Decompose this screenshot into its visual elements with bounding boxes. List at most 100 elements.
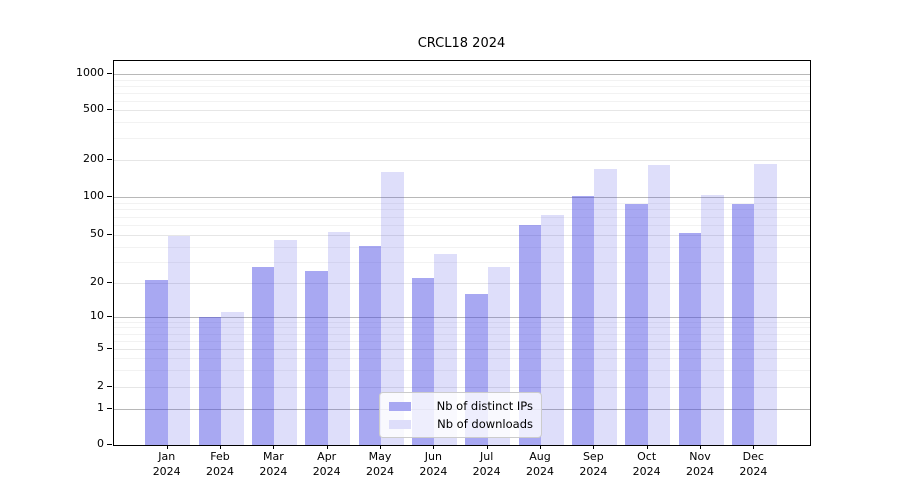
x-tick-label-may: May 2024: [366, 450, 395, 478]
bar-downloads-feb: [221, 312, 244, 445]
bar-downloads-mar: [274, 239, 297, 445]
gridline-minor-60: [114, 225, 810, 227]
x-tick-label-jan: Jan 2024: [152, 450, 181, 478]
legend-swatch-distinct-ips: [389, 401, 411, 411]
bar-distinct-ips-feb: [198, 317, 222, 445]
gridline-minor-90: [114, 202, 810, 204]
gridline-1000: [114, 74, 810, 76]
gridline-minor-30: [114, 261, 810, 263]
bar-downloads-apr: [327, 232, 351, 445]
x-tick-mark-dec: [753, 445, 755, 449]
bar-downloads-nov: [701, 194, 724, 445]
y-tick-label-20: 20: [90, 274, 104, 288]
y-tick-mark-1000: [107, 73, 112, 75]
gridline-100: [114, 196, 810, 198]
bar-downloads-aug: [541, 215, 564, 445]
y-tick-mark-200: [107, 159, 112, 160]
y-tick-mark-20: [107, 281, 112, 283]
gridline-5: [114, 349, 810, 351]
x-tick-label-nov: Nov 2024: [686, 450, 714, 478]
x-tick-label-aug: Aug 2024: [526, 450, 554, 478]
y-tick-mark-0: [107, 444, 112, 445]
bar-distinct-ips-apr: [305, 271, 328, 445]
y-tick-mark-5: [107, 348, 112, 350]
x-tick-label-apr: Apr 2024: [312, 450, 341, 478]
x-tick-label-sep: Sep 2024: [579, 450, 608, 478]
gridline-minor-800: [114, 85, 810, 87]
chart-title: CRCL18 2024: [417, 36, 506, 51]
y-tick-label-5: 5: [97, 341, 104, 355]
x-tick-mark-aug: [540, 445, 541, 449]
bar-downloads-jan: [167, 236, 191, 445]
bar-downloads-oct: [647, 164, 671, 445]
gridline-500: [114, 110, 810, 112]
legend-swatch-downloads: [389, 419, 411, 429]
x-tick-mark-jul: [486, 445, 488, 449]
gridline-minor-7: [114, 333, 810, 335]
y-tick-mark-100: [107, 195, 112, 197]
gridline-20: [114, 282, 810, 284]
x-tick-label-oct: Oct 2024: [632, 450, 661, 478]
legend-item-downloads: Nb of downloads: [389, 416, 533, 432]
y-tick-label-2: 2: [97, 379, 104, 392]
plot-area: [113, 60, 811, 446]
x-tick-label-mar: Mar 2024: [259, 450, 288, 478]
gridline-minor-6: [114, 340, 810, 342]
x-tick-mark-apr: [326, 445, 328, 449]
legend-item-distinct-ips: Nb of distinct IPs: [389, 398, 533, 414]
x-tick-mark-feb: [220, 445, 222, 449]
gridline-10: [114, 317, 810, 318]
x-tick-label-jun: Jun 2024: [419, 450, 448, 478]
bar-distinct-ips-may: [358, 245, 382, 445]
x-tick-label-dec: Dec 2024: [739, 450, 768, 478]
y-tick-mark-2: [107, 386, 112, 387]
bar-downloads-sep: [594, 168, 617, 445]
gridline-minor-700: [114, 92, 810, 94]
y-tick-label-0: 0: [97, 437, 104, 450]
gridline-200: [114, 160, 810, 161]
x-tick-label-feb: Feb 2024: [206, 450, 235, 478]
gridline-minor-8: [114, 327, 810, 329]
gridline-minor-3: [114, 370, 810, 372]
bar-distinct-ips-nov: [678, 233, 701, 445]
y-tick-label-1000: 1000: [76, 66, 104, 80]
bar-downloads-dec: [754, 163, 777, 445]
legend: Nb of distinct IPs Nb of downloads: [379, 392, 542, 438]
legend-label: Nb of distinct IPs: [436, 399, 533, 413]
bar-downloads-may: [381, 171, 404, 445]
legend-label: Nb of downloads: [437, 417, 533, 431]
bar-distinct-ips-jan: [145, 280, 168, 445]
gridline-2: [114, 387, 810, 388]
x-tick-mark-jan: [166, 445, 168, 449]
gridline-minor-9: [114, 321, 810, 323]
gridline-minor-40: [114, 246, 810, 248]
gridline-50: [114, 235, 810, 237]
y-tick-mark-50: [107, 234, 112, 236]
y-tick-label-200: 200: [83, 152, 104, 165]
gridline-minor-600: [114, 100, 810, 102]
gridline-minor-900: [114, 79, 810, 81]
y-tick-label-10: 10: [90, 309, 104, 322]
bar-distinct-ips-oct: [625, 203, 648, 445]
bar-distinct-ips-dec: [731, 203, 755, 445]
y-tick-label-500: 500: [83, 102, 104, 116]
gridline-minor-80: [114, 209, 810, 211]
x-tick-mark-nov: [700, 445, 701, 449]
x-tick-label-jul: Jul 2024: [472, 450, 501, 478]
bar-distinct-ips-sep: [571, 195, 595, 445]
gridline-minor-300: [114, 138, 810, 139]
gridline-minor-70: [114, 216, 810, 218]
y-tick-label-1: 1: [97, 401, 104, 415]
y-tick-mark-500: [107, 109, 112, 111]
gridline-minor-4: [114, 358, 810, 360]
bar-distinct-ips-aug: [518, 225, 541, 445]
y-tick-label-100: 100: [83, 188, 104, 202]
x-tick-mark-sep: [593, 445, 595, 449]
x-tick-mark-may: [380, 445, 382, 449]
y-tick-mark-10: [107, 316, 112, 317]
y-tick-label-50: 50: [90, 227, 104, 241]
bar-distinct-ips-mar: [251, 267, 275, 445]
x-tick-mark-mar: [273, 445, 275, 449]
x-tick-mark-jun: [433, 445, 435, 449]
